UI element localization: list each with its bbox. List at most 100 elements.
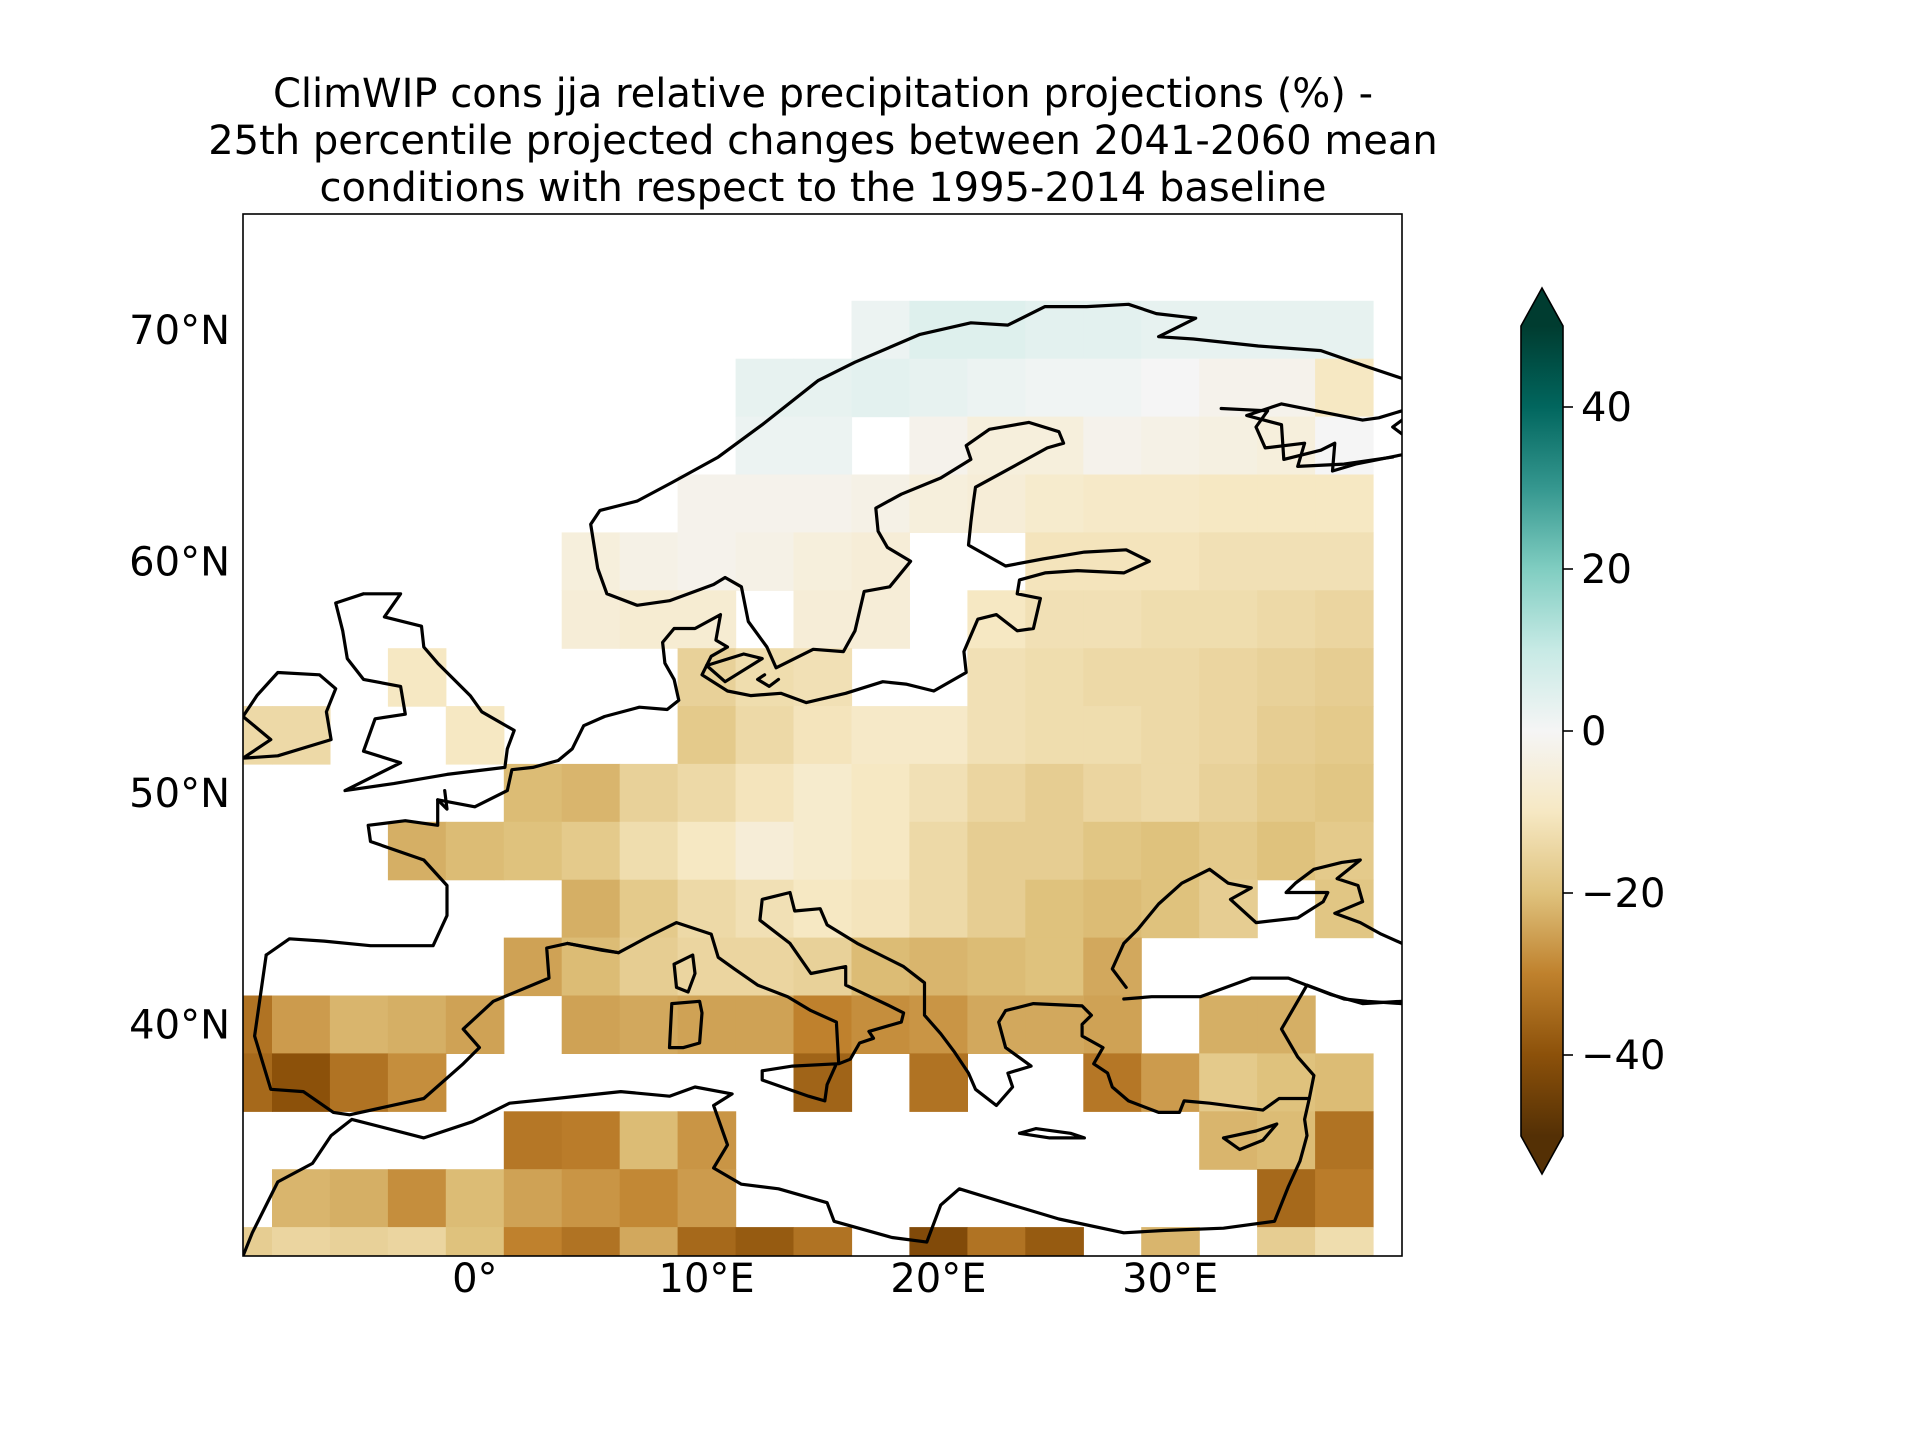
x-tick-label: 20°E (890, 1256, 986, 1302)
heatmap-cell (503, 821, 563, 881)
heatmap-cell (677, 995, 737, 1054)
coastline (705, 652, 764, 684)
heatmap-cell (851, 821, 910, 881)
coastline (243, 890, 1311, 1256)
heatmap-cell (793, 416, 853, 476)
heatmap-cell (561, 821, 621, 881)
heatmap-cell (677, 821, 737, 881)
title-line-2: 25th percentile projected changes betwee… (208, 118, 1438, 164)
heatmap-cell (735, 416, 795, 476)
heatmap-cell (1083, 474, 1142, 533)
heatmap-cell (445, 706, 505, 765)
heatmap-cell (1141, 416, 1200, 476)
heatmap-cell (1141, 648, 1200, 707)
heatmap-cell (329, 1053, 389, 1112)
heatmap-cell (329, 995, 389, 1054)
coastline (756, 673, 781, 688)
heatmap-cell (735, 821, 795, 881)
title-line-1: ClimWIP cons jja relative precipitation … (273, 71, 1373, 117)
heatmap-cell (851, 358, 910, 418)
x-axis-ticks: 0° 10°E 20°E 30°E (452, 1256, 1218, 1302)
colorbar-extend-max (1521, 288, 1563, 326)
heatmap-cell (1257, 995, 1316, 1054)
heatmap-cell (445, 821, 505, 881)
heatmap-cell (1025, 358, 1084, 418)
heatmap-cell (967, 1227, 1026, 1256)
heatmap-cell (1083, 358, 1142, 418)
heatmap-cell (909, 879, 968, 939)
colorbar-tick-label: −40 (1581, 1033, 1665, 1079)
heatmap-cells (243, 300, 1374, 1256)
coastline (760, 1062, 838, 1103)
heatmap-cell (793, 1227, 853, 1256)
heatmap-cell (1199, 532, 1258, 591)
heatmap-cell (1083, 648, 1142, 707)
heatmap-cell (735, 879, 795, 939)
heatmap-cell (967, 358, 1026, 418)
heatmap-cell (1141, 590, 1200, 649)
heatmap-cell (793, 706, 853, 765)
heatmap-cell (677, 590, 737, 649)
heatmap-cell (677, 879, 737, 939)
y-tick-label: 40°N (129, 1002, 230, 1048)
heatmap-cell (1315, 1111, 1374, 1170)
coastline (1122, 976, 1402, 1006)
y-tick-label: 60°N (129, 539, 230, 585)
heatmap-cell (619, 1169, 679, 1228)
heatmap-cell (272, 995, 331, 1054)
heatmap-cell (793, 821, 853, 881)
x-tick-label: 0° (452, 1256, 497, 1302)
chart-title: ClimWIP cons jja relative precipitation … (208, 71, 1438, 211)
heatmap-cell (793, 590, 853, 649)
colorbar-body (1521, 326, 1563, 1136)
heatmap-cell (1199, 474, 1258, 533)
heatmap-cell (561, 590, 621, 649)
heatmap-cell (677, 474, 737, 533)
heatmap-cell (1257, 1227, 1316, 1256)
heatmap-cell (1315, 1169, 1374, 1228)
heatmap-cell (561, 532, 621, 591)
heatmap-cell (735, 532, 795, 591)
coastline (1279, 983, 1402, 1101)
colorbar-tick-label: 0 (1581, 709, 1606, 755)
heatmap-cell (793, 532, 853, 591)
heatmap-cell (735, 474, 795, 533)
heatmap-cell (1083, 763, 1142, 823)
heatmap-cell (1025, 648, 1084, 707)
coastline (243, 670, 338, 760)
heatmap-cell (1257, 474, 1316, 533)
heatmap-cell (561, 995, 621, 1054)
x-tick-label: 30°E (1122, 1256, 1218, 1302)
heatmap-cell (1199, 706, 1258, 765)
heatmap-cell (561, 763, 621, 823)
heatmap-cell (561, 1169, 621, 1228)
heatmap-cell (561, 1227, 621, 1256)
heatmap-cell (1199, 995, 1258, 1054)
heatmap-cell (909, 1053, 968, 1112)
heatmap-cell (735, 763, 795, 823)
heatmap-cell (735, 706, 795, 765)
heatmap-cell (1315, 821, 1374, 881)
coastline (565, 941, 621, 955)
heatmap-cell (503, 1227, 563, 1256)
heatmap-cell (1025, 879, 1084, 939)
y-axis-ticks: 70°N 60°N 50°N 40°N (129, 308, 230, 1049)
heatmap-cell (967, 763, 1026, 823)
map-area (242, 213, 1403, 1257)
heatmap-cell (387, 1169, 447, 1228)
coastline (672, 953, 697, 994)
heatmap-cell (1257, 706, 1316, 765)
heatmap-cell (1025, 821, 1084, 881)
heatmap-cell (1025, 1227, 1084, 1256)
heatmap-cell (851, 763, 910, 823)
heatmap-cell (445, 995, 505, 1054)
coastline (1391, 418, 1402, 436)
heatmap-cell (1083, 821, 1142, 881)
heatmap-cell (1083, 416, 1142, 476)
heatmap-cell (1315, 1227, 1374, 1256)
heatmap-cell (387, 1053, 447, 1112)
heatmap-cell (1199, 416, 1258, 476)
heatmap-cell (851, 879, 910, 939)
heatmap-cell (851, 590, 910, 649)
heatmap-cell (445, 1227, 505, 1256)
